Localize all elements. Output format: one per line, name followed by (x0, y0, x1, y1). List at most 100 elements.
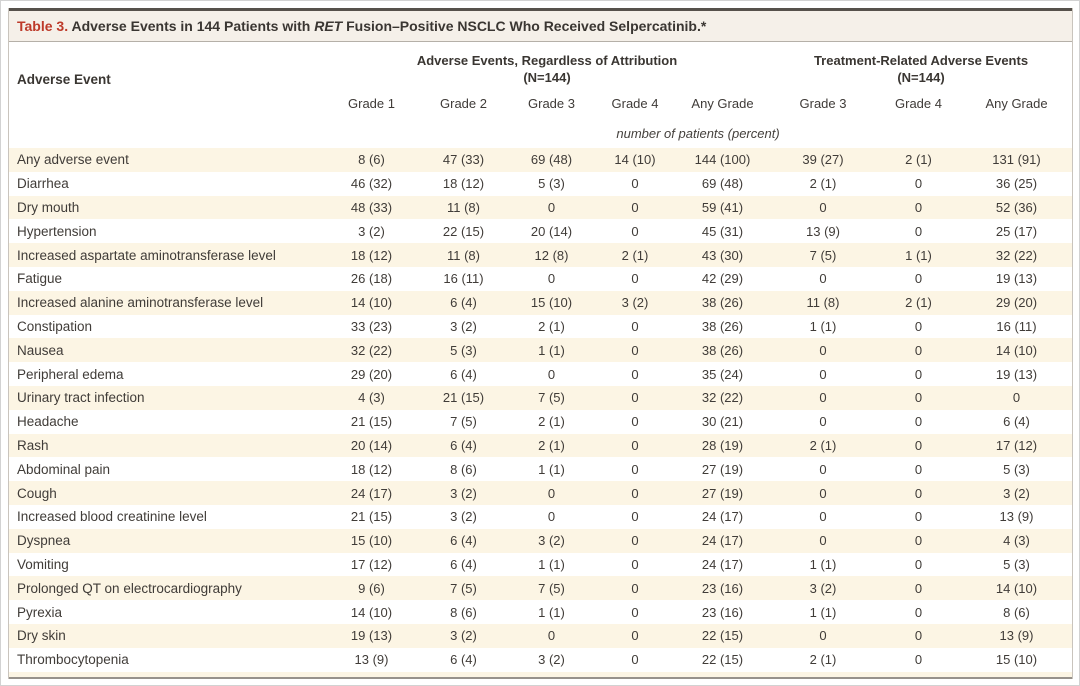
table-row: Rash 20 (14) 6 (4) 2 (1) 0 28 (19) 2 (1)… (9, 433, 1073, 458)
value-cell: 8 (6) (450, 604, 477, 620)
table-row: Diarrhea 46 (32) 18 (12) 5 (3) 0 69 (48)… (9, 171, 1073, 196)
table-row: Nausea 32 (22) 5 (3) 1 (1) 0 38 (26) 0 0… (9, 338, 1073, 363)
group-title: Treatment-Related Adverse Events (813, 52, 1029, 68)
group-title: Adverse Events, Regardless of Attributio… (416, 52, 678, 68)
value-cell: 13 (9) (999, 628, 1034, 644)
value-cell: 23 (16) (701, 604, 744, 620)
value-cell: 0 (631, 390, 639, 406)
table-number-label: Table 3. (17, 18, 69, 34)
adverse-event-name: Rash (17, 437, 49, 453)
value-cell: 0 (914, 366, 923, 382)
value-cell: 0 (819, 461, 827, 477)
column-header-grade4: Grade 4 (611, 96, 659, 111)
value-cell: 0 (914, 556, 923, 572)
value-cell: 29 (20) (350, 366, 393, 382)
value-cell: 7 (5) (450, 414, 477, 430)
value-cell: 0 (914, 437, 923, 453)
value-cell: 8 (6) (1003, 604, 1030, 620)
value-cell: 0 (819, 271, 827, 287)
table-row: Fatigue 26 (18) 16 (11) 0 0 42 (29) 0 0 … (9, 266, 1073, 291)
value-cell: 33 (23) (350, 318, 393, 334)
value-cell: 0 (914, 580, 923, 596)
value-cell: 3 (2) (450, 509, 477, 525)
value-cell: 0 (914, 509, 923, 525)
table-row: Abdominal pain 18 (12) 8 (6) 1 (1) 0 27 … (9, 457, 1073, 482)
value-cell: 0 (914, 414, 923, 430)
units-note-row: number of patients (percent) (9, 118, 1072, 148)
value-cell: 2 (1) (905, 295, 932, 311)
value-cell: 2 (1) (809, 176, 837, 192)
value-cell: 3 (2) (538, 533, 565, 549)
group-header-regardless: Adverse Events, Regardless of Attributio… (324, 42, 770, 89)
value-cell: 39 (27) (802, 152, 844, 168)
value-cell: 7 (5) (538, 580, 565, 596)
value-cell: 0 (631, 342, 639, 358)
value-cell: 24 (17) (701, 533, 744, 549)
value-cell: 0 (914, 604, 923, 620)
value-cell: 43 (30) (701, 247, 744, 263)
adverse-event-name: Fatigue (17, 271, 63, 287)
value-cell: 2 (1) (538, 437, 565, 453)
table-row: Headache 21 (15) 7 (5) 2 (1) 0 30 (21) 0… (9, 409, 1073, 434)
value-cell: 11 (8) (806, 295, 840, 311)
value-cell: 32 (22) (995, 247, 1038, 263)
value-cell: 12 (8) (534, 247, 569, 263)
column-header-anygrade: Any Grade (691, 96, 754, 111)
value-cell: 0 (631, 604, 639, 620)
table-row: Dry mouth 48 (33) 11 (8) 0 0 59 (41) 0 0… (9, 195, 1073, 220)
column-header-tr-grade3: Grade 3 (799, 96, 847, 111)
value-cell: 0 (914, 199, 923, 215)
value-cell: 38 (26) (701, 295, 744, 311)
value-cell: 0 (631, 176, 639, 192)
value-cell: 6 (4) (450, 556, 477, 572)
value-cell: 0 (547, 628, 556, 644)
value-cell: 0 (631, 223, 639, 239)
value-cell: 0 (914, 176, 923, 192)
value-cell: 0 (819, 390, 827, 406)
value-cell: 0 (631, 366, 639, 382)
value-cell: 0 (819, 628, 827, 644)
adverse-event-name: Constipation (17, 318, 93, 334)
table-title-segment-2: Fusion–Positive NSCLC Who Received Selpe… (342, 18, 707, 34)
table-row: Hypertension 3 (2) 22 (15) 20 (14) 0 45 … (9, 219, 1073, 244)
value-cell: 1 (1) (538, 604, 565, 620)
value-cell: 4 (3) (1003, 533, 1030, 549)
value-cell: 26 (18) (350, 271, 393, 287)
adverse-event-name: Thrombocytopenia (17, 652, 129, 668)
value-cell: 17 (12) (350, 556, 393, 572)
value-cell: 36 (25) (995, 176, 1038, 192)
value-cell: 6 (4) (450, 366, 477, 382)
value-cell: 0 (819, 533, 827, 549)
value-cell: 0 (914, 461, 923, 477)
value-cell: 19 (13) (995, 366, 1038, 382)
value-cell: 0 (631, 580, 639, 596)
adverse-event-name: Any adverse event (17, 152, 129, 168)
value-cell: 22 (15) (701, 628, 744, 644)
value-cell: 0 (631, 509, 639, 525)
value-cell: 3 (2) (358, 223, 385, 239)
value-cell: 5 (3) (1003, 556, 1030, 572)
adverse-event-name: Hypertension (17, 223, 97, 239)
value-cell: 3 (2) (450, 628, 477, 644)
value-cell: 1 (1) (905, 247, 932, 263)
value-cell: 5 (3) (450, 342, 477, 358)
value-cell: 0 (914, 318, 923, 334)
value-cell: 0 (819, 485, 827, 501)
value-cell: 15 (10) (350, 533, 393, 549)
value-cell: 29 (20) (995, 295, 1038, 311)
value-cell: 144 (100) (694, 152, 751, 168)
adverse-event-name: Prolonged QT on electrocardiography (17, 580, 242, 596)
value-cell: 131 (91) (992, 152, 1041, 168)
value-cell: 5 (3) (538, 176, 565, 192)
value-cell: 47 (33) (442, 152, 485, 168)
group-n-label: (N=144) (523, 70, 571, 86)
value-cell: 0 (547, 199, 556, 215)
cutoff-next-row-strip (9, 671, 1072, 677)
value-cell: 19 (13) (350, 628, 393, 644)
value-cell: 32 (22) (350, 342, 393, 358)
table-title-gene-symbol: RET (314, 18, 343, 34)
value-cell: 1 (1) (809, 556, 837, 572)
value-cell: 0 (631, 652, 639, 668)
value-cell: 14 (10) (350, 295, 393, 311)
